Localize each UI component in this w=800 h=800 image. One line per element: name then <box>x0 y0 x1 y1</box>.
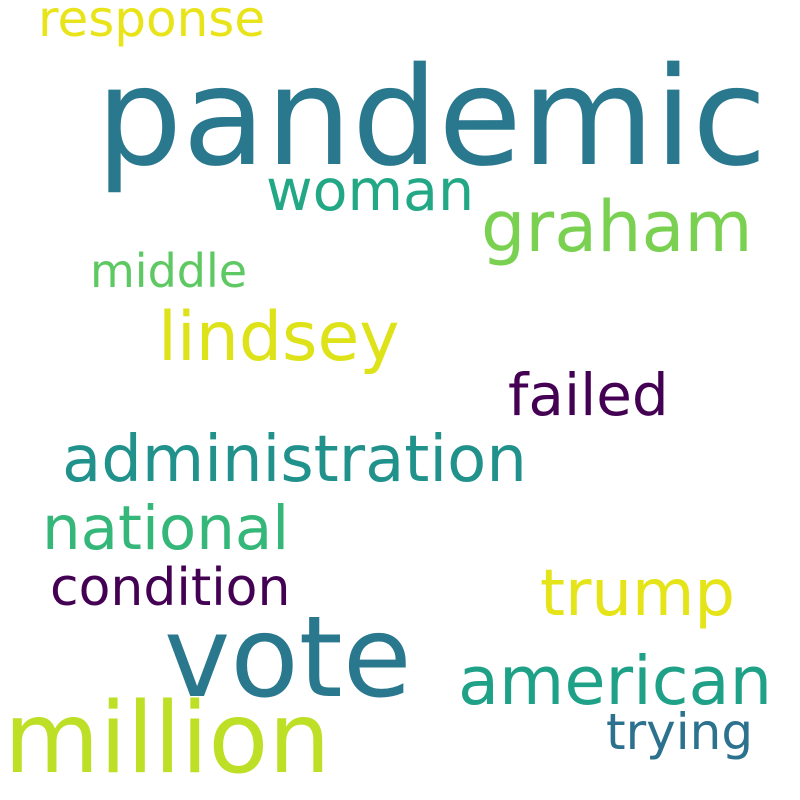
word-pandemic: pandemic <box>96 39 767 197</box>
word-middle: middle <box>90 244 248 298</box>
word-graham: graham <box>481 186 753 268</box>
word-american: american <box>458 642 773 720</box>
word-administration: administration <box>62 423 527 497</box>
word-trying: trying <box>606 703 754 761</box>
word-woman: woman <box>266 158 475 224</box>
word-trump: trump <box>540 557 735 631</box>
word-response: response <box>38 0 266 48</box>
word-million: million <box>4 682 331 796</box>
word-vote: vote <box>164 593 412 723</box>
word-condition: condition <box>50 558 291 618</box>
word-lindsey: lindsey <box>158 298 400 377</box>
word-failed: failed <box>508 361 669 429</box>
word-national: national <box>42 493 290 564</box>
